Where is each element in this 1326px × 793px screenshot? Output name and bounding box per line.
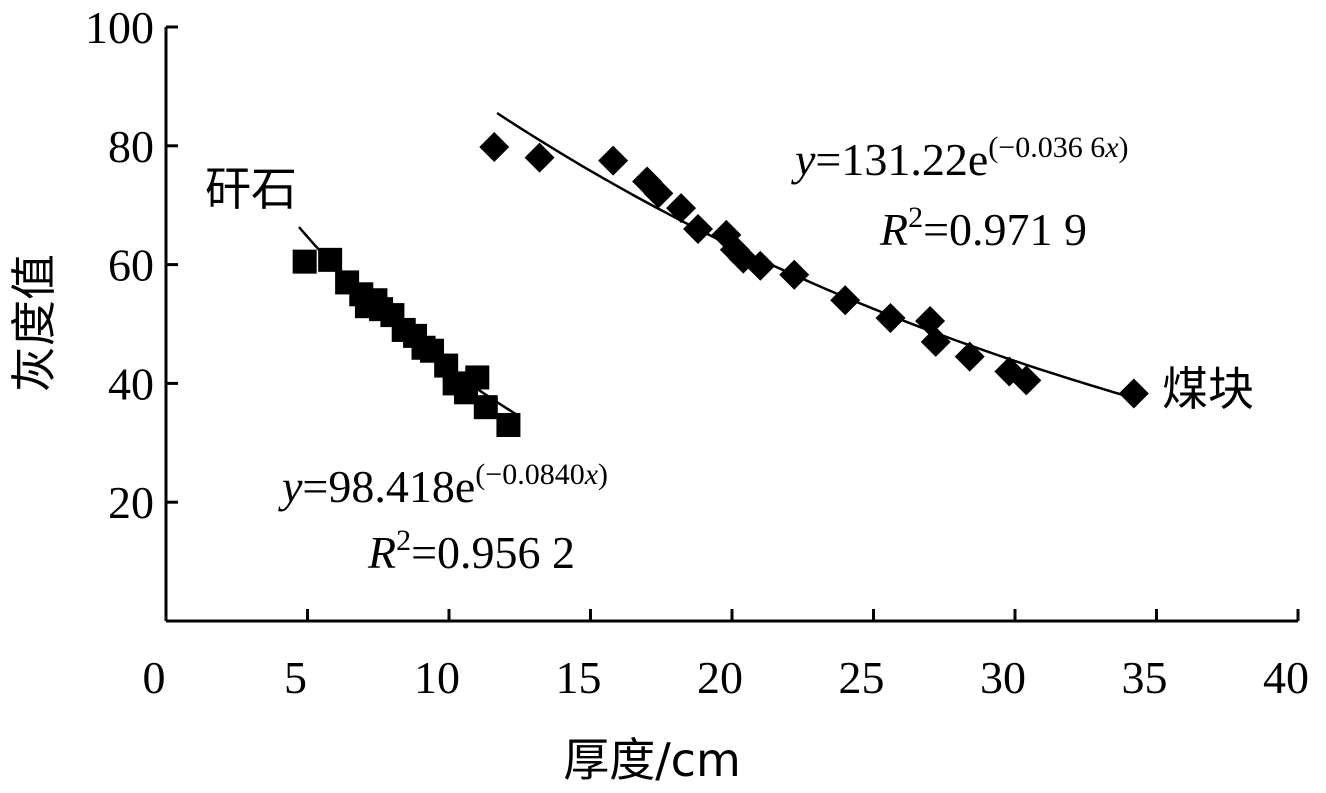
coal-point <box>683 213 714 244</box>
coal-point <box>779 259 810 290</box>
y-tick-label: 40 <box>108 358 154 409</box>
ticks: 0 5 10 15 20 25 30 35 40 20 40 60 80 100 <box>85 2 1309 703</box>
x-axis-title: 厚度/cm <box>563 733 741 787</box>
coal-point <box>524 142 555 173</box>
coal-point <box>920 326 951 357</box>
x-tick-label: 0 <box>143 652 166 703</box>
gangue-point <box>292 249 317 274</box>
y-tick-label: 60 <box>108 240 154 291</box>
y-axis-title: 灰度值 <box>7 254 61 392</box>
coal-point <box>1118 378 1149 409</box>
y-tick-label: 20 <box>108 477 154 528</box>
y-tick-label: 80 <box>108 121 154 172</box>
gangue-point <box>318 247 343 272</box>
gangue-fit-r2: R2=0.956 2 <box>367 524 575 578</box>
series-label-coal: 煤块 <box>1162 362 1254 416</box>
coal-point <box>875 303 906 334</box>
data-markers <box>292 131 1149 437</box>
coal-fit-r2: R2=0.971 9 <box>879 201 1087 255</box>
x-tick-label: 30 <box>980 652 1026 703</box>
gangue-point <box>496 412 521 437</box>
x-tick-label: 25 <box>839 652 885 703</box>
x-tick-label: 20 <box>697 652 743 703</box>
coal-fit-equation: y=131.22e(−0.036 6x) <box>791 131 1129 185</box>
coal-point <box>666 193 697 224</box>
coal-point <box>643 178 674 209</box>
x-tick-label: 40 <box>1263 652 1309 703</box>
coal-point <box>830 285 861 316</box>
gangue-point <box>465 365 490 390</box>
gangue-point <box>473 395 498 420</box>
x-tick-label: 5 <box>284 652 307 703</box>
axes <box>164 27 1298 623</box>
coal-fit-line <box>496 112 1135 400</box>
coal-point <box>954 341 985 372</box>
coal-point <box>598 145 629 176</box>
series-label-gangue: 矸石 <box>205 162 297 216</box>
x-tick-label: 35 <box>1122 652 1168 703</box>
coal-point <box>479 131 510 162</box>
coal-point <box>745 250 776 281</box>
y-tick-label: 100 <box>85 2 154 53</box>
gangue-fit-equation: y=98.418e(−0.0840x) <box>278 458 608 512</box>
x-tick-label: 10 <box>414 652 460 703</box>
coal-point <box>915 306 946 337</box>
x-tick-label: 15 <box>556 652 602 703</box>
coal-point <box>1011 365 1042 396</box>
